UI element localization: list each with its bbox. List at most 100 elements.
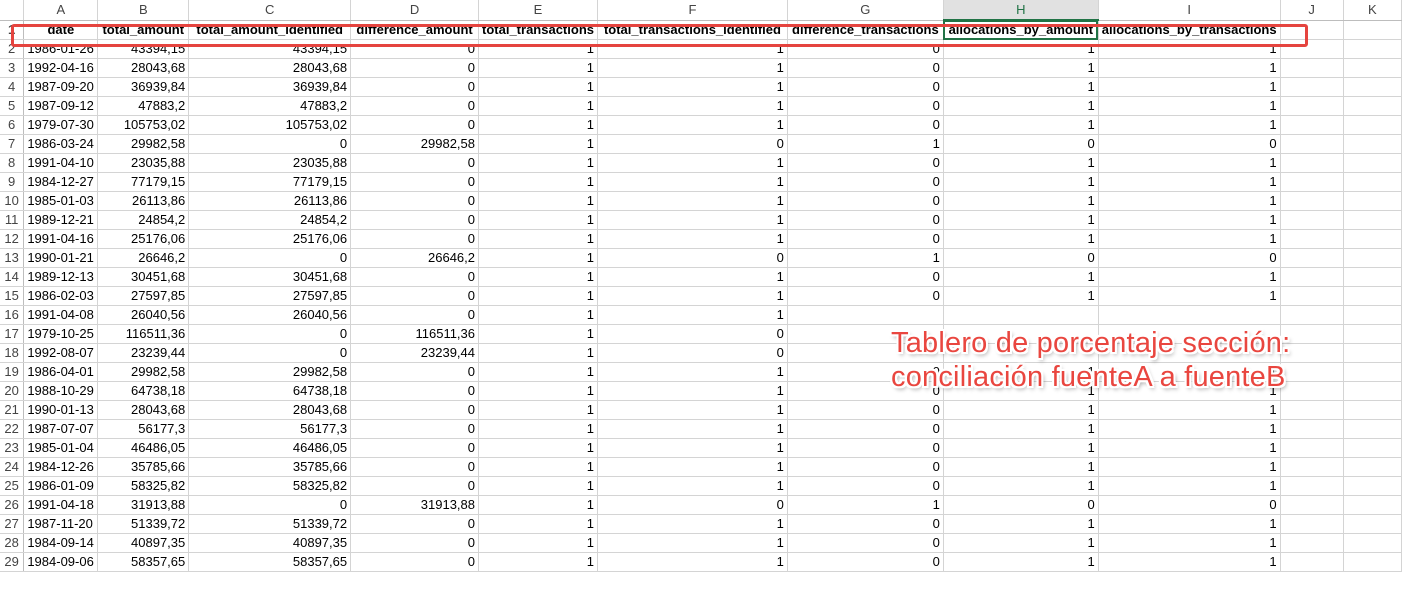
- cell[interactable]: 0: [787, 229, 944, 249]
- row-number[interactable]: 27: [0, 514, 25, 534]
- cell[interactable]: 1: [1098, 267, 1281, 287]
- cell[interactable]: [1098, 343, 1281, 363]
- cell[interactable]: 1: [597, 96, 788, 116]
- cell[interactable]: 1: [478, 381, 598, 401]
- cell[interactable]: 1984-12-26: [23, 457, 99, 477]
- cell[interactable]: 25176,06: [188, 229, 352, 249]
- cell[interactable]: 1: [1098, 115, 1281, 135]
- cell[interactable]: 1: [478, 210, 598, 230]
- cell[interactable]: 58357,65: [188, 552, 352, 572]
- cell[interactable]: 0: [787, 115, 944, 135]
- cell[interactable]: 1: [1098, 58, 1281, 78]
- empty-cell[interactable]: [1280, 343, 1344, 363]
- cell[interactable]: 1: [597, 476, 788, 496]
- cell[interactable]: 1: [597, 552, 788, 572]
- cell[interactable]: 0: [350, 286, 480, 306]
- cell[interactable]: 1987-11-20: [23, 514, 99, 534]
- cell[interactable]: 1: [1098, 153, 1281, 173]
- cell[interactable]: 1: [943, 58, 1099, 78]
- cell[interactable]: 47883,2: [97, 96, 190, 116]
- column-header-h[interactable]: H: [943, 0, 1099, 21]
- empty-cell[interactable]: [1280, 438, 1344, 458]
- cell[interactable]: 1: [597, 457, 788, 477]
- empty-cell[interactable]: [1343, 39, 1402, 59]
- cell[interactable]: 1: [1098, 419, 1281, 439]
- cell[interactable]: 27597,85: [97, 286, 190, 306]
- cell[interactable]: 0: [350, 552, 480, 572]
- cell[interactable]: 46486,05: [188, 438, 352, 458]
- row-number[interactable]: 29: [0, 552, 25, 572]
- cell[interactable]: 1: [1098, 552, 1281, 572]
- cell[interactable]: 1: [597, 229, 788, 249]
- cell[interactable]: 1: [787, 495, 944, 515]
- cell[interactable]: 29982,58: [97, 362, 190, 382]
- cell[interactable]: 1984-09-06: [23, 552, 99, 572]
- empty-cell[interactable]: [1280, 457, 1344, 477]
- cell[interactable]: 1986-03-24: [23, 134, 99, 154]
- cell[interactable]: 0: [350, 191, 480, 211]
- cell[interactable]: 0: [787, 419, 944, 439]
- cell[interactable]: 0: [350, 210, 480, 230]
- empty-cell[interactable]: [1343, 400, 1402, 420]
- cell[interactable]: 1: [943, 400, 1099, 420]
- header-cell-total-amount-identified[interactable]: total_amount_identified: [188, 20, 352, 40]
- cell[interactable]: 1: [597, 381, 788, 401]
- column-header-d[interactable]: D: [350, 0, 480, 21]
- cell[interactable]: 1: [597, 39, 788, 59]
- header-cell-total-amount[interactable]: total_amount: [97, 20, 190, 40]
- cell[interactable]: 0: [943, 134, 1099, 154]
- cell[interactable]: 1: [943, 457, 1099, 477]
- cell[interactable]: 1989-12-13: [23, 267, 99, 287]
- cell[interactable]: 26646,2: [97, 248, 190, 268]
- cell[interactable]: 1: [478, 153, 598, 173]
- cell[interactable]: 1: [597, 153, 788, 173]
- cell[interactable]: 46486,05: [97, 438, 190, 458]
- cell[interactable]: 56177,3: [188, 419, 352, 439]
- cell[interactable]: 1: [478, 438, 598, 458]
- cell[interactable]: 1: [597, 210, 788, 230]
- cell[interactable]: 1: [1098, 400, 1281, 420]
- cell[interactable]: 0: [350, 153, 480, 173]
- cell[interactable]: 35785,66: [97, 457, 190, 477]
- cell[interactable]: 1: [478, 39, 598, 59]
- cell[interactable]: 116511,36: [97, 324, 190, 344]
- empty-cell[interactable]: [1280, 400, 1344, 420]
- cell[interactable]: 0: [350, 39, 480, 59]
- cell[interactable]: 1984-09-14: [23, 533, 99, 553]
- cell[interactable]: 1: [943, 191, 1099, 211]
- row-number[interactable]: 24: [0, 457, 25, 477]
- empty-cell[interactable]: [1343, 495, 1402, 515]
- cell[interactable]: 0: [943, 248, 1099, 268]
- cell[interactable]: 0: [787, 552, 944, 572]
- empty-cell[interactable]: [1343, 324, 1402, 344]
- cell[interactable]: 51339,72: [188, 514, 352, 534]
- cell[interactable]: 30451,68: [97, 267, 190, 287]
- cell[interactable]: 1: [478, 514, 598, 534]
- cell[interactable]: 1990-01-21: [23, 248, 99, 268]
- header-cell-date[interactable]: date: [23, 20, 99, 40]
- cell[interactable]: [1098, 324, 1281, 344]
- cell[interactable]: 0: [787, 58, 944, 78]
- row-number[interactable]: 1: [0, 20, 25, 40]
- empty-cell[interactable]: [1280, 419, 1344, 439]
- cell[interactable]: 1: [943, 381, 1099, 401]
- cell[interactable]: 1: [1098, 533, 1281, 553]
- cell[interactable]: 1991-04-16: [23, 229, 99, 249]
- empty-cell[interactable]: [1280, 286, 1344, 306]
- cell[interactable]: 1: [943, 229, 1099, 249]
- cell[interactable]: 0: [350, 362, 480, 382]
- cell[interactable]: 0: [350, 267, 480, 287]
- cell[interactable]: 0: [188, 495, 352, 515]
- cell[interactable]: 1: [943, 115, 1099, 135]
- row-number[interactable]: 23: [0, 438, 25, 458]
- cell[interactable]: 1: [597, 400, 788, 420]
- cell[interactable]: 1: [943, 153, 1099, 173]
- cell[interactable]: 1: [1098, 514, 1281, 534]
- cell[interactable]: 1: [478, 115, 598, 135]
- row-number[interactable]: 2: [0, 39, 25, 59]
- cell[interactable]: 1: [478, 58, 598, 78]
- row-number[interactable]: 6: [0, 115, 25, 135]
- cell[interactable]: 1: [943, 172, 1099, 192]
- cell[interactable]: 29982,58: [97, 134, 190, 154]
- cell[interactable]: 51339,72: [97, 514, 190, 534]
